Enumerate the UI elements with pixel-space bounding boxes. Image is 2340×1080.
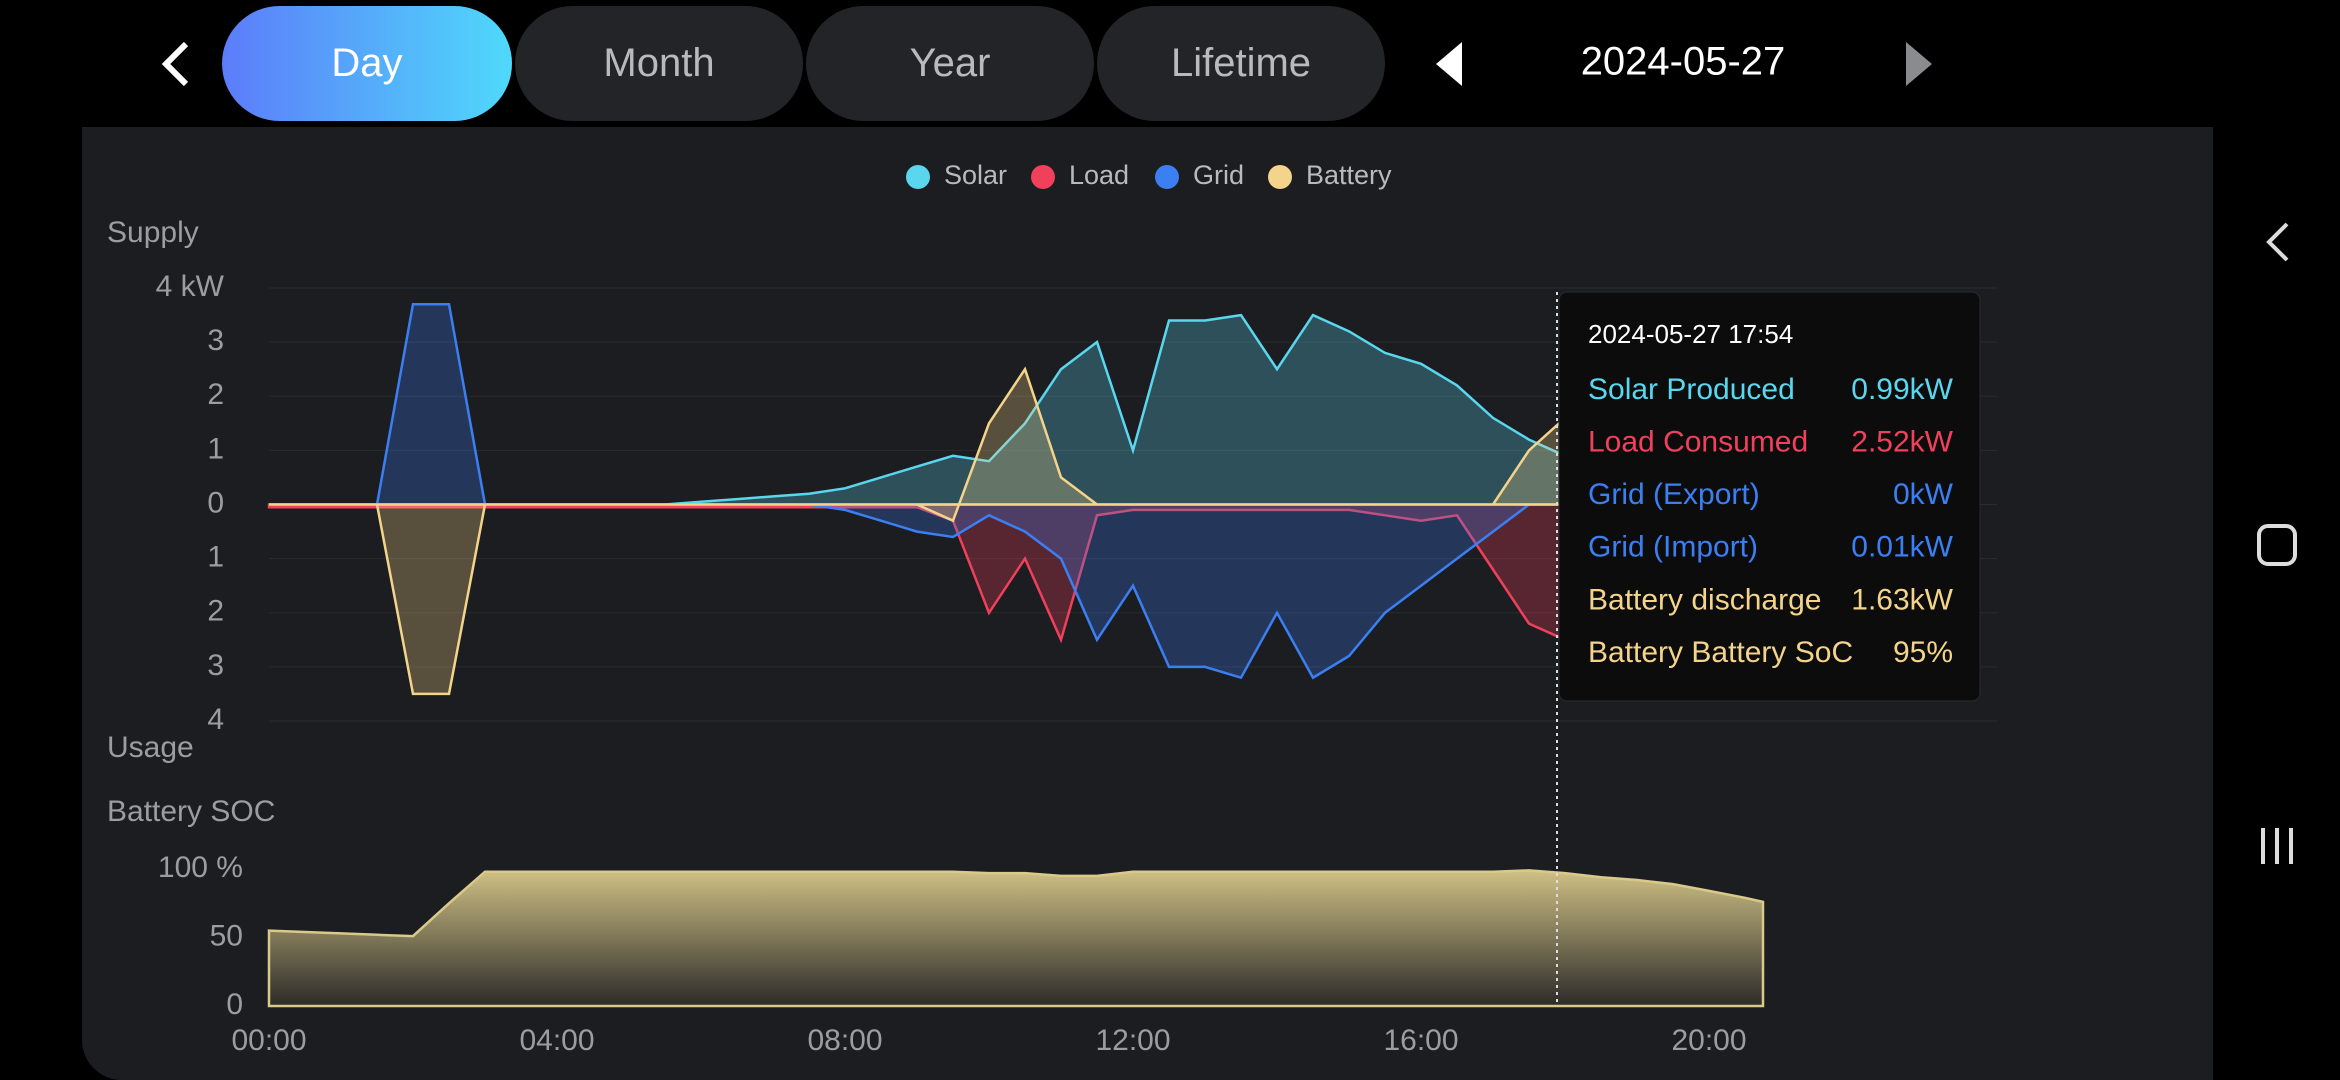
tooltip-label: Battery discharge xyxy=(1588,583,1821,616)
y-tick-label: 50 xyxy=(210,919,243,952)
supply-label: Supply xyxy=(107,216,199,249)
nav-bar xyxy=(2257,222,2297,864)
nav-back[interactable] xyxy=(2266,222,2289,262)
x-tick-label: 00:00 xyxy=(231,1024,306,1057)
x-tick-label: 16:00 xyxy=(1383,1024,1458,1057)
y-tick-label: 0 xyxy=(226,988,243,1021)
tooltip-label: Grid (Export) xyxy=(1588,478,1760,511)
legend-label: Grid xyxy=(1193,160,1244,190)
prev-date[interactable] xyxy=(1436,42,1462,86)
legend-label: Load xyxy=(1069,160,1129,190)
legend-dot xyxy=(1155,165,1179,189)
legend-label: Solar xyxy=(944,160,1007,190)
tooltip-rows: Solar Produced 0.99kW Load Consumed 2.52kW G… xyxy=(1588,373,1954,669)
x-tick-label: 12:00 xyxy=(1095,1024,1170,1057)
area xyxy=(267,869,1765,1008)
legend-dot xyxy=(906,165,930,189)
tab-lifetime[interactable]: Lifetime xyxy=(1097,6,1385,121)
tooltip-label: Solar Produced xyxy=(1588,373,1795,406)
y-tick-label: 2 xyxy=(207,378,224,411)
legend-dot xyxy=(1268,165,1292,189)
tooltip-value: 0.01kW xyxy=(1851,531,1953,564)
nav-home[interactable] xyxy=(2257,524,2297,566)
x-tick-label: 04:00 xyxy=(519,1024,594,1057)
y-tick-label: 4 kW xyxy=(156,270,225,303)
back-button[interactable] xyxy=(161,41,189,87)
y-tick-label: 1 xyxy=(207,541,224,574)
tooltip-value: 95% xyxy=(1893,636,1953,669)
y-tick-label: 3 xyxy=(207,649,224,682)
legend-label: Battery xyxy=(1306,160,1392,190)
y-tick-label: 1 xyxy=(207,432,224,465)
next-date[interactable] xyxy=(1906,42,1932,86)
nav-recents[interactable] xyxy=(2261,828,2293,864)
tooltip-label: Grid (Import) xyxy=(1588,531,1758,564)
tooltip-value: 1.63kW xyxy=(1851,583,1953,616)
tooltip-label: Load Consumed xyxy=(1588,426,1808,459)
tab-day[interactable]: Day xyxy=(222,6,512,121)
soc-title: Battery SOC xyxy=(107,795,275,828)
y-tick-label: 2 xyxy=(207,595,224,628)
tooltip-label: Battery Battery SoC xyxy=(1588,636,1853,669)
tab-month[interactable]: Month xyxy=(515,6,803,121)
tooltip-value: 0.99kW xyxy=(1851,373,1953,406)
y-tick-label: 3 xyxy=(207,324,224,357)
tab-year[interactable]: Year xyxy=(806,6,1094,121)
date: 2024-05-27 xyxy=(1581,40,1786,84)
usage-label: Usage xyxy=(107,731,194,764)
y-tick-label: 100 % xyxy=(158,851,243,884)
x-tick-label: 08:00 xyxy=(807,1024,882,1057)
tooltip-time: 2024-05-27 17:54 xyxy=(1588,319,1793,349)
y-tick-label: 4 xyxy=(207,703,224,736)
top-bar: 2024-05-27 xyxy=(161,40,1932,87)
y-tick-label: 0 xyxy=(207,486,224,519)
x-tick-label: 20:00 xyxy=(1671,1024,1746,1057)
legend-dot xyxy=(1031,165,1055,189)
tooltip-value: 2.52kW xyxy=(1851,426,1953,459)
tooltip-value: 0kW xyxy=(1893,478,1954,511)
tooltip xyxy=(1558,291,1981,702)
